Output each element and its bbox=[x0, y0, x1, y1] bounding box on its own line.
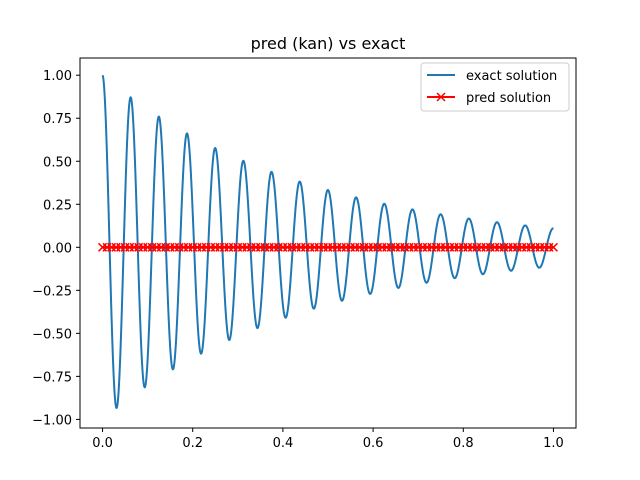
pred-point-stroke-b bbox=[548, 242, 558, 252]
pred-point bbox=[548, 242, 558, 252]
x-tick-label: 0.8 bbox=[453, 436, 474, 451]
y-tick-label: −0.25 bbox=[32, 284, 72, 299]
exact-solution-line bbox=[101, 74, 555, 409]
exact-solution-series bbox=[101, 74, 555, 409]
legend-exact-label: exact solution bbox=[466, 69, 557, 84]
axes-frame bbox=[79, 57, 577, 429]
y-tick-label: −1.00 bbox=[32, 413, 72, 428]
x-axis: 0.0 0.2 0.4 0.6 0.8 1.0 bbox=[92, 428, 564, 451]
legend: exact solution pred solution bbox=[420, 62, 570, 112]
legend-box bbox=[420, 62, 570, 112]
chart-title: pred (kan) vs exact bbox=[251, 34, 406, 53]
y-tick-label: 0.25 bbox=[43, 198, 72, 213]
x-tick-label: 0.2 bbox=[182, 436, 203, 451]
y-tick-label: 1.00 bbox=[43, 69, 72, 84]
y-tick-label: 0.75 bbox=[43, 112, 72, 127]
y-tick-label: 0.00 bbox=[43, 241, 72, 256]
plot-area bbox=[98, 74, 558, 409]
x-tick-label: 0.6 bbox=[363, 436, 384, 451]
legend-pred-marker bbox=[436, 92, 446, 102]
pred-solution-series bbox=[98, 242, 558, 252]
x-tick-label: 1.0 bbox=[543, 436, 564, 451]
y-tick-label: −0.50 bbox=[32, 327, 72, 342]
legend-pred-label: pred solution bbox=[466, 91, 551, 106]
x-tick-label: 0.0 bbox=[92, 436, 113, 451]
legend-pred-x bbox=[436, 92, 446, 102]
y-tick-label: 0.50 bbox=[43, 155, 72, 170]
legend-pred-x-stroke-b bbox=[436, 92, 446, 102]
x-tick-label: 0.4 bbox=[273, 436, 294, 451]
y-tick-label: −0.75 bbox=[32, 370, 72, 385]
y-axis: −1.00 −0.75 −0.50 −0.25 0.00 0.25 0.50 0.75 1.00 bbox=[32, 69, 80, 428]
